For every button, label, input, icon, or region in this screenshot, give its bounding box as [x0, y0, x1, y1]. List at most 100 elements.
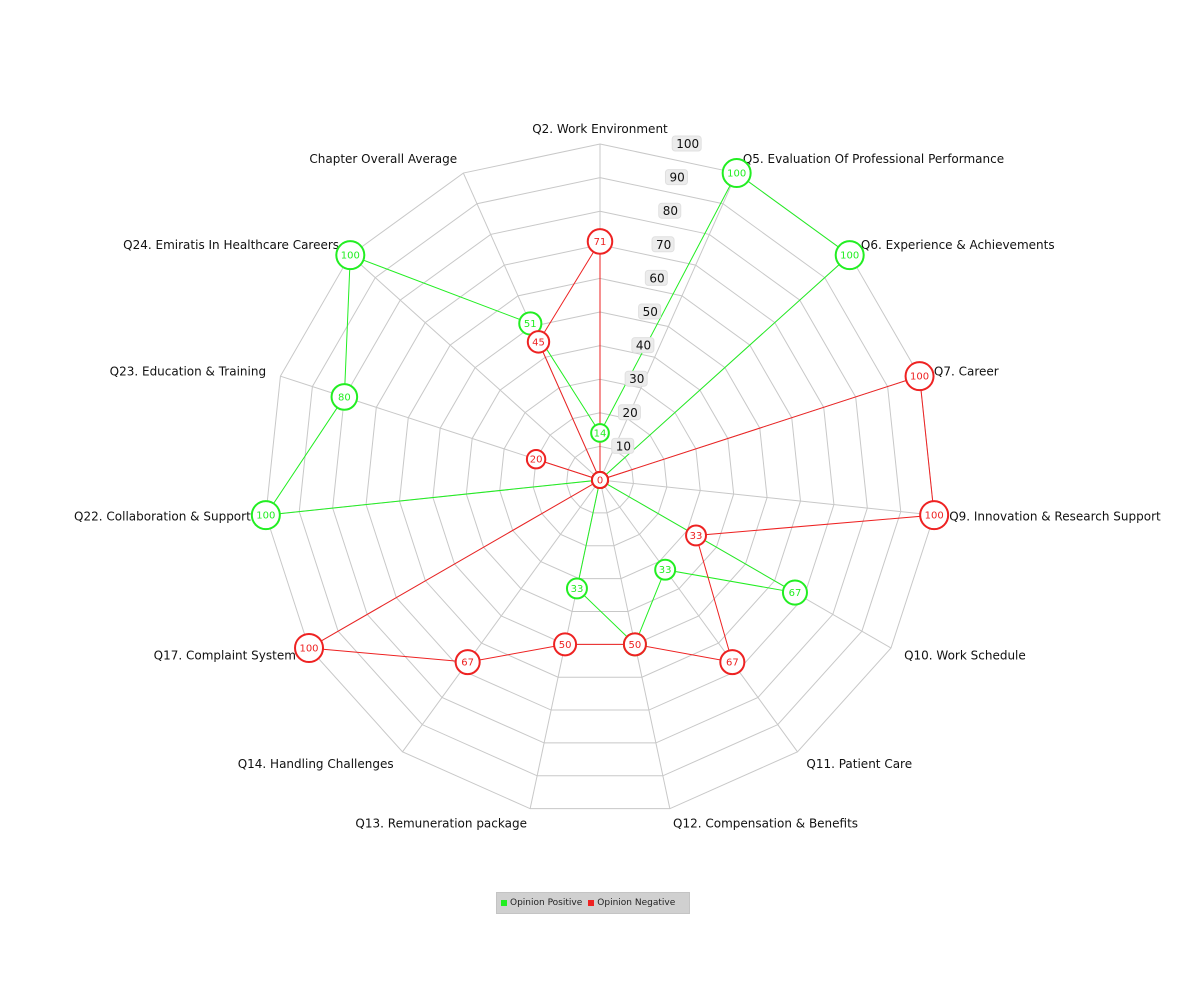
svg-text:45: 45 — [532, 337, 545, 348]
svg-text:30: 30 — [629, 372, 644, 386]
data-point-opinion-negative-q11-patient-care[interactable]: 67 — [719, 649, 746, 676]
svg-text:100: 100 — [925, 511, 944, 522]
axis-label-q22-collaboration-support: Q22. Collaboration & Support — [74, 510, 251, 524]
data-point-opinion-negative-q17-complaint-system[interactable]: 100 — [294, 633, 325, 663]
data-point-opinion-negative-q14-handling-challenges[interactable]: 67 — [454, 649, 481, 676]
data-point-opinion-negative-q2-work-environment[interactable]: 71 — [586, 228, 614, 255]
legend-label-negative: Opinion Negative — [597, 898, 676, 908]
svg-text:50: 50 — [629, 640, 642, 651]
svg-text:100: 100 — [910, 372, 929, 383]
axis-label-q13-remuneration-package: Q13. Remuneration package — [355, 816, 527, 830]
svg-text:10: 10 — [616, 439, 631, 453]
legend-swatch-negative — [588, 900, 595, 906]
axis-label-q17-complaint-system: Q17. Complaint System — [154, 649, 296, 663]
axis-label-q23-education-training: Q23. Education & Training — [110, 364, 266, 378]
data-point-opinion-positive-q11-patient-care[interactable]: 33 — [654, 558, 677, 581]
data-point-opinion-negative-q12-compensation-benefits[interactable]: 50 — [622, 632, 647, 657]
axis-label-q5-evaluation-of-professional-performance: Q5. Evaluation Of Professional Performan… — [743, 152, 1004, 166]
grid-ring-30 — [499, 378, 701, 580]
svg-text:20: 20 — [530, 455, 543, 466]
data-point-opinion-negative-q23-education-training[interactable]: 20 — [525, 449, 547, 470]
svg-text:40: 40 — [636, 339, 651, 353]
data-point-opinion-positive-q6-experience-achievements[interactable]: 100 — [834, 240, 865, 271]
svg-text:33: 33 — [659, 565, 672, 576]
svg-text:33: 33 — [571, 584, 584, 595]
axis-label-q10-work-schedule: Q10. Work Schedule — [904, 649, 1026, 663]
svg-text:100: 100 — [341, 251, 360, 262]
data-point-opinion-negative-q7-career[interactable]: 100 — [904, 361, 935, 392]
svg-text:100: 100 — [676, 137, 699, 151]
data-point-opinion-positive-q2-work-environment[interactable]: 14 — [590, 423, 610, 443]
svg-text:50: 50 — [643, 305, 658, 319]
axis-labels: Q2. Work Environment Q5. Evaluation Of Pr… — [74, 122, 1161, 831]
axis-label-q12-compensation-benefits: Q12. Compensation & Benefits — [673, 816, 858, 830]
legend-item-negative[interactable]: Opinion Negative — [588, 898, 675, 908]
axis-label-q6-experience-achievements: Q6. Experience & Achievements — [861, 238, 1055, 252]
legend-swatch-positive — [501, 900, 507, 906]
svg-text:90: 90 — [669, 171, 684, 185]
spoke-q9-innovation-research-support — [599, 479, 935, 516]
data-point-opinion-negative-q13-remuneration-package[interactable]: 50 — [553, 632, 578, 657]
axis-label-q24-emiratis-in-healthcare-careers: Q24. Emiratis In Healthcare Careers — [123, 238, 339, 252]
grid-ring-100 — [265, 143, 935, 810]
tick-label-20: 20 — [617, 404, 641, 421]
svg-text:33: 33 — [690, 531, 703, 542]
grid-ring-10 — [566, 445, 634, 514]
axis-label-q9-innovation-research-support: Q9. Innovation & Research Support — [949, 510, 1161, 524]
svg-text:50: 50 — [559, 640, 572, 651]
svg-text:80: 80 — [663, 204, 678, 218]
data-markers: 1410010000673350330010080100517100100100… — [250, 158, 950, 676]
data-point-opinion-negative-q10-work-schedule[interactable]: 33 — [685, 524, 708, 547]
axis-label-chapter-overall-average: Chapter Overall Average — [309, 152, 457, 166]
data-point-opinion-positive-q10-work-schedule[interactable]: 67 — [781, 579, 808, 606]
tick-label-60: 60 — [644, 269, 668, 286]
axis-label-q2-work-environment: Q2. Work Environment — [532, 122, 668, 136]
svg-text:100: 100 — [840, 251, 859, 262]
tick-label-10: 10 — [611, 437, 635, 454]
data-point-opinion-negative-q9-innovation-research-support[interactable]: 100 — [919, 500, 950, 531]
axis-label-q7-career: Q7. Career — [934, 364, 999, 378]
grid-ring-60 — [398, 277, 802, 678]
svg-text:20: 20 — [622, 406, 637, 420]
svg-text:67: 67 — [461, 658, 474, 669]
spoke-q11-patient-care — [599, 479, 798, 753]
data-point-opinion-positive-q24-emiratis-in-healthcare-careers[interactable]: 100 — [335, 240, 366, 271]
data-point-opinion-positive-q5-evaluation-of-professional-performance[interactable]: 100 — [721, 158, 752, 189]
svg-text:80: 80 — [338, 392, 351, 403]
spoke-q14-handling-challenges — [402, 479, 601, 753]
tick-label-80: 80 — [658, 202, 682, 219]
svg-text:100: 100 — [727, 169, 746, 180]
svg-text:67: 67 — [789, 588, 802, 599]
spoke-q24-emiratis-in-healthcare-careers — [349, 254, 601, 481]
svg-text:51: 51 — [524, 319, 537, 330]
grid-ring-20 — [532, 412, 668, 547]
legend-item-positive[interactable]: Opinion Positive — [501, 898, 582, 908]
axis-label-q11-patient-care: Q11. Patient Care — [806, 757, 912, 771]
tick-label-40: 40 — [631, 337, 655, 354]
spoke-q5-evaluation-of-professional-performance — [599, 172, 738, 481]
svg-text:67: 67 — [726, 658, 739, 669]
tick-label-90: 90 — [664, 169, 688, 186]
tick-label-30: 30 — [624, 370, 648, 387]
grid-ring-80 — [332, 210, 868, 744]
svg-text:100: 100 — [256, 511, 275, 522]
legend: Opinion Positive Opinion Negative — [496, 892, 690, 914]
axis-label-q14-handling-challenges: Q14. Handling Challenges — [238, 757, 394, 771]
data-point-opinion-positive-q23-education-training[interactable]: 80 — [330, 383, 359, 411]
svg-text:100: 100 — [299, 644, 318, 655]
legend-label-positive: Opinion Positive — [510, 898, 583, 908]
tick-label-50: 50 — [638, 303, 662, 320]
svg-text:14: 14 — [594, 428, 607, 439]
data-point-opinion-positive-q22-collaboration-support[interactable]: 100 — [250, 500, 281, 531]
data-point-opinion-negative-q24-emiratis-in-healthcare-careers[interactable]: 0 — [591, 471, 609, 489]
svg-text:71: 71 — [594, 237, 607, 248]
tick-label-100: 100 — [671, 135, 702, 152]
radial-tick-labels: 10 20 30 40 50 60 70 80 90 100 — [611, 135, 702, 454]
svg-text:60: 60 — [649, 271, 664, 285]
svg-text:0: 0 — [597, 476, 603, 487]
data-point-opinion-negative-chapter-overall-average[interactable]: 45 — [526, 330, 551, 354]
grid-ring-70 — [365, 244, 835, 711]
data-point-opinion-positive-q13-remuneration-package[interactable]: 33 — [565, 577, 588, 600]
grid-ring-40 — [465, 345, 735, 612]
